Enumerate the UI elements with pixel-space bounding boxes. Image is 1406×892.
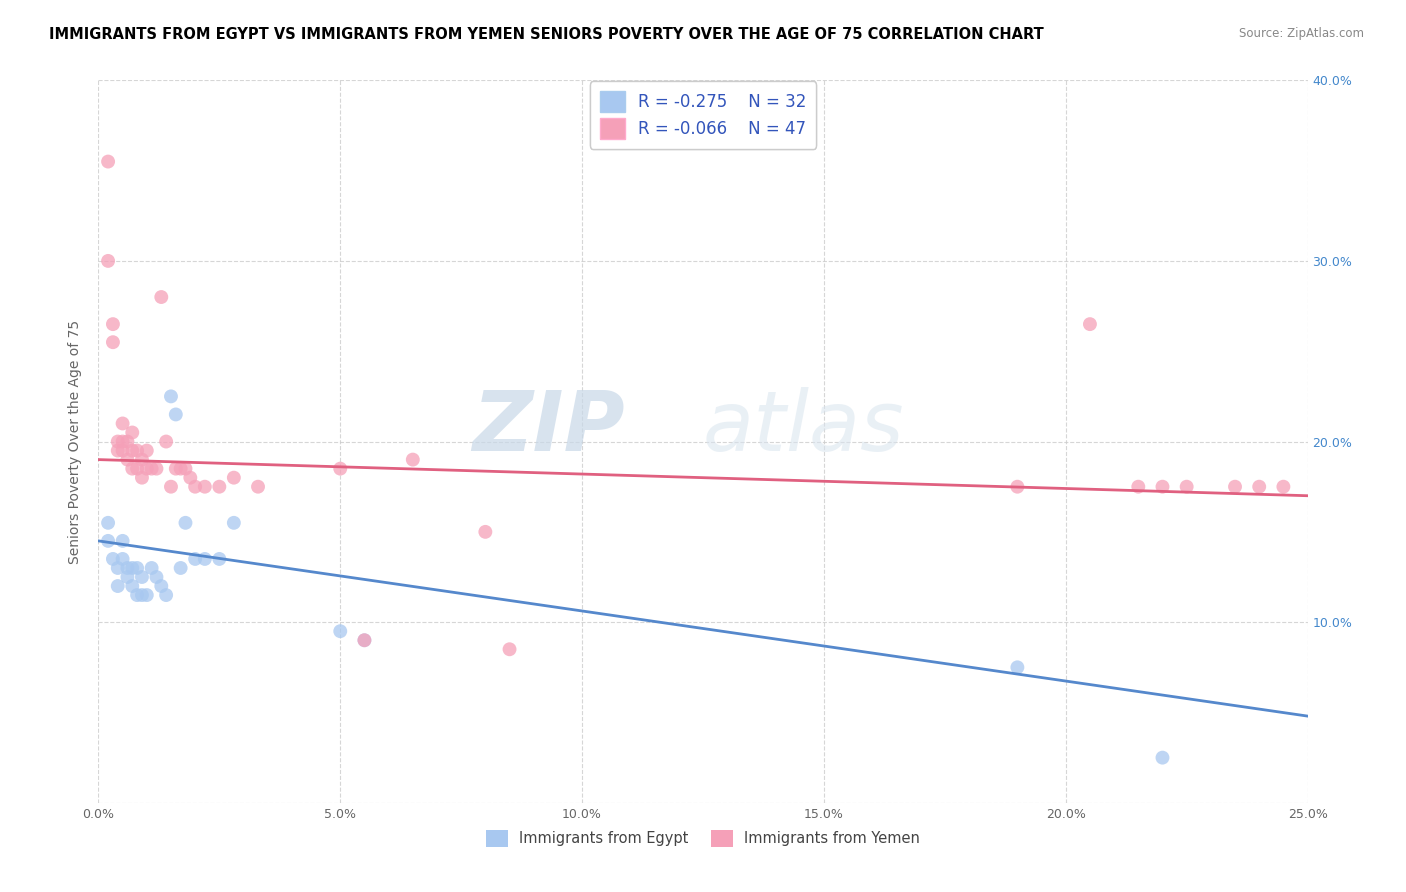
- Point: [169, 461, 191, 475]
- Point: [127, 561, 149, 575]
- Point: [150, 290, 173, 304]
- Point: [169, 561, 191, 575]
- Point: [194, 480, 217, 494]
- Point: [179, 471, 201, 485]
- Point: [121, 461, 143, 475]
- Point: [155, 588, 177, 602]
- Point: [101, 317, 124, 331]
- Point: [111, 552, 134, 566]
- Point: [1249, 480, 1271, 494]
- Point: [1175, 480, 1198, 494]
- Point: [121, 561, 143, 575]
- Point: [135, 461, 157, 475]
- Point: [329, 461, 352, 475]
- Point: [1272, 480, 1295, 494]
- Point: [1152, 480, 1174, 494]
- Point: [97, 533, 120, 548]
- Point: [208, 480, 231, 494]
- Point: [141, 461, 163, 475]
- Point: [222, 516, 245, 530]
- Point: [184, 480, 207, 494]
- Point: [353, 633, 375, 648]
- Point: [1007, 660, 1029, 674]
- Point: [97, 154, 120, 169]
- Point: [474, 524, 496, 539]
- Point: [353, 633, 375, 648]
- Point: [127, 588, 149, 602]
- Point: [97, 254, 120, 268]
- Point: [127, 443, 149, 458]
- Point: [107, 434, 129, 449]
- Point: [145, 461, 167, 475]
- Point: [111, 533, 134, 548]
- Point: [222, 471, 245, 485]
- Point: [131, 452, 153, 467]
- Point: [194, 552, 217, 566]
- Point: [165, 408, 187, 422]
- Point: [208, 552, 231, 566]
- Point: [101, 552, 124, 566]
- Point: [117, 434, 139, 449]
- Point: [97, 516, 120, 530]
- Point: [111, 417, 134, 431]
- Point: [111, 434, 134, 449]
- Point: [135, 588, 157, 602]
- Point: [121, 579, 143, 593]
- Point: [101, 335, 124, 350]
- Point: [160, 389, 183, 403]
- Point: [160, 480, 183, 494]
- Point: [155, 434, 177, 449]
- Point: [329, 624, 352, 639]
- Point: [107, 579, 129, 593]
- Y-axis label: Seniors Poverty Over the Age of 75: Seniors Poverty Over the Age of 75: [69, 319, 83, 564]
- Point: [498, 642, 520, 657]
- Point: [121, 425, 143, 440]
- Text: atlas: atlas: [703, 386, 904, 467]
- Point: [1223, 480, 1246, 494]
- Point: [107, 443, 129, 458]
- Point: [165, 461, 187, 475]
- Point: [141, 561, 163, 575]
- Point: [117, 561, 139, 575]
- Legend: R = -0.275    N = 32, R = -0.066    N = 47: R = -0.275 N = 32, R = -0.066 N = 47: [589, 81, 817, 149]
- Point: [402, 452, 425, 467]
- Text: IMMIGRANTS FROM EGYPT VS IMMIGRANTS FROM YEMEN SENIORS POVERTY OVER THE AGE OF 7: IMMIGRANTS FROM EGYPT VS IMMIGRANTS FROM…: [49, 27, 1045, 42]
- Point: [121, 443, 143, 458]
- Point: [1007, 480, 1029, 494]
- Point: [111, 443, 134, 458]
- Point: [127, 461, 149, 475]
- Point: [117, 452, 139, 467]
- Text: Source: ZipAtlas.com: Source: ZipAtlas.com: [1239, 27, 1364, 40]
- Point: [150, 579, 173, 593]
- Point: [1128, 480, 1150, 494]
- Point: [145, 570, 167, 584]
- Point: [117, 570, 139, 584]
- Point: [107, 561, 129, 575]
- Point: [174, 516, 197, 530]
- Point: [131, 471, 153, 485]
- Point: [174, 461, 197, 475]
- Point: [184, 552, 207, 566]
- Point: [247, 480, 270, 494]
- Point: [131, 588, 153, 602]
- Point: [131, 570, 153, 584]
- Point: [135, 443, 157, 458]
- Point: [1078, 317, 1101, 331]
- Text: ZIP: ZIP: [472, 386, 624, 467]
- Point: [1152, 750, 1174, 764]
